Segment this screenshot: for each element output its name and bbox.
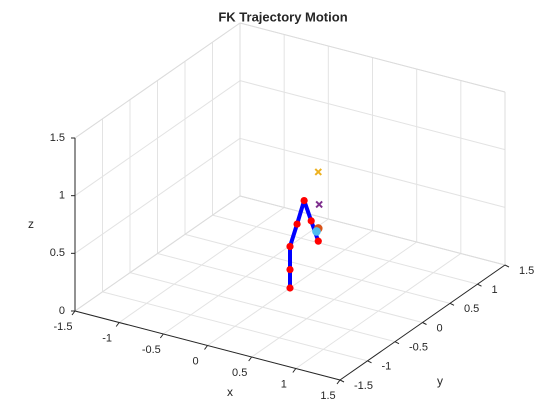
joint-marker [286,242,294,251]
x-tick-label: -0.5 [142,344,161,356]
x-marker [315,200,323,209]
grid-line [74,137,241,254]
x-tick-label: 1.5 [320,390,335,402]
grid-line [102,291,368,362]
x-tick-label: 1 [281,378,287,390]
y-tick-label: -1 [382,361,392,373]
joint-marker [293,220,301,228]
grid-line [184,233,451,304]
y-tick [394,341,400,345]
y-tick-label: -1.5 [354,380,373,392]
x-axis-label: x [227,385,233,399]
z-tick-label: 1.5 [50,132,65,144]
box-edge [74,195,241,312]
y-tick-label: 0.5 [464,303,479,315]
x-tick [71,310,76,316]
arm-line [288,198,321,288]
box-edge [74,22,241,139]
y-tick-label: -0.5 [409,342,428,354]
z-tick-label: 0.5 [50,247,65,259]
x-tick-label: 0.5 [232,367,247,379]
joint-marker [286,265,294,274]
y-tick [504,264,510,268]
x-tick [336,379,341,385]
grid-line [239,137,506,208]
joint-marker [307,217,315,225]
x-tick-label: 0 [192,355,198,367]
grid-line [129,272,396,343]
y-tick [367,360,372,364]
y-tick-label: 1.5 [519,265,534,277]
box-edge [239,22,506,93]
y-tick-label: 0 [437,322,443,334]
x-marker [314,168,322,176]
z-tick-label: 1 [59,190,65,202]
z-tick-label: 0 [59,305,65,317]
x-tick [115,322,120,327]
grid-line [74,80,241,197]
y-tick [339,379,345,383]
x-tick [204,345,208,350]
joint-marker [286,284,294,292]
y-axis-label: y [437,374,443,388]
y-tick [449,302,455,306]
y-tick [477,283,482,287]
grid-line [239,80,506,151]
x-tick [292,368,297,373]
target-marker [312,227,321,236]
joint-marker [314,237,322,245]
x-tick-label: -1 [102,332,112,344]
box-edge [239,195,506,266]
y-tick [422,322,427,325]
z-axis-label: z [28,217,34,231]
joint-marker [300,196,308,205]
chart-title: FK Trajectory Motion [218,9,347,24]
grid-line [212,214,478,285]
x-tick [159,333,164,339]
y-tick-label: 1 [492,284,498,296]
x-tick [248,356,253,362]
x-tick-label: -1.5 [54,321,73,333]
